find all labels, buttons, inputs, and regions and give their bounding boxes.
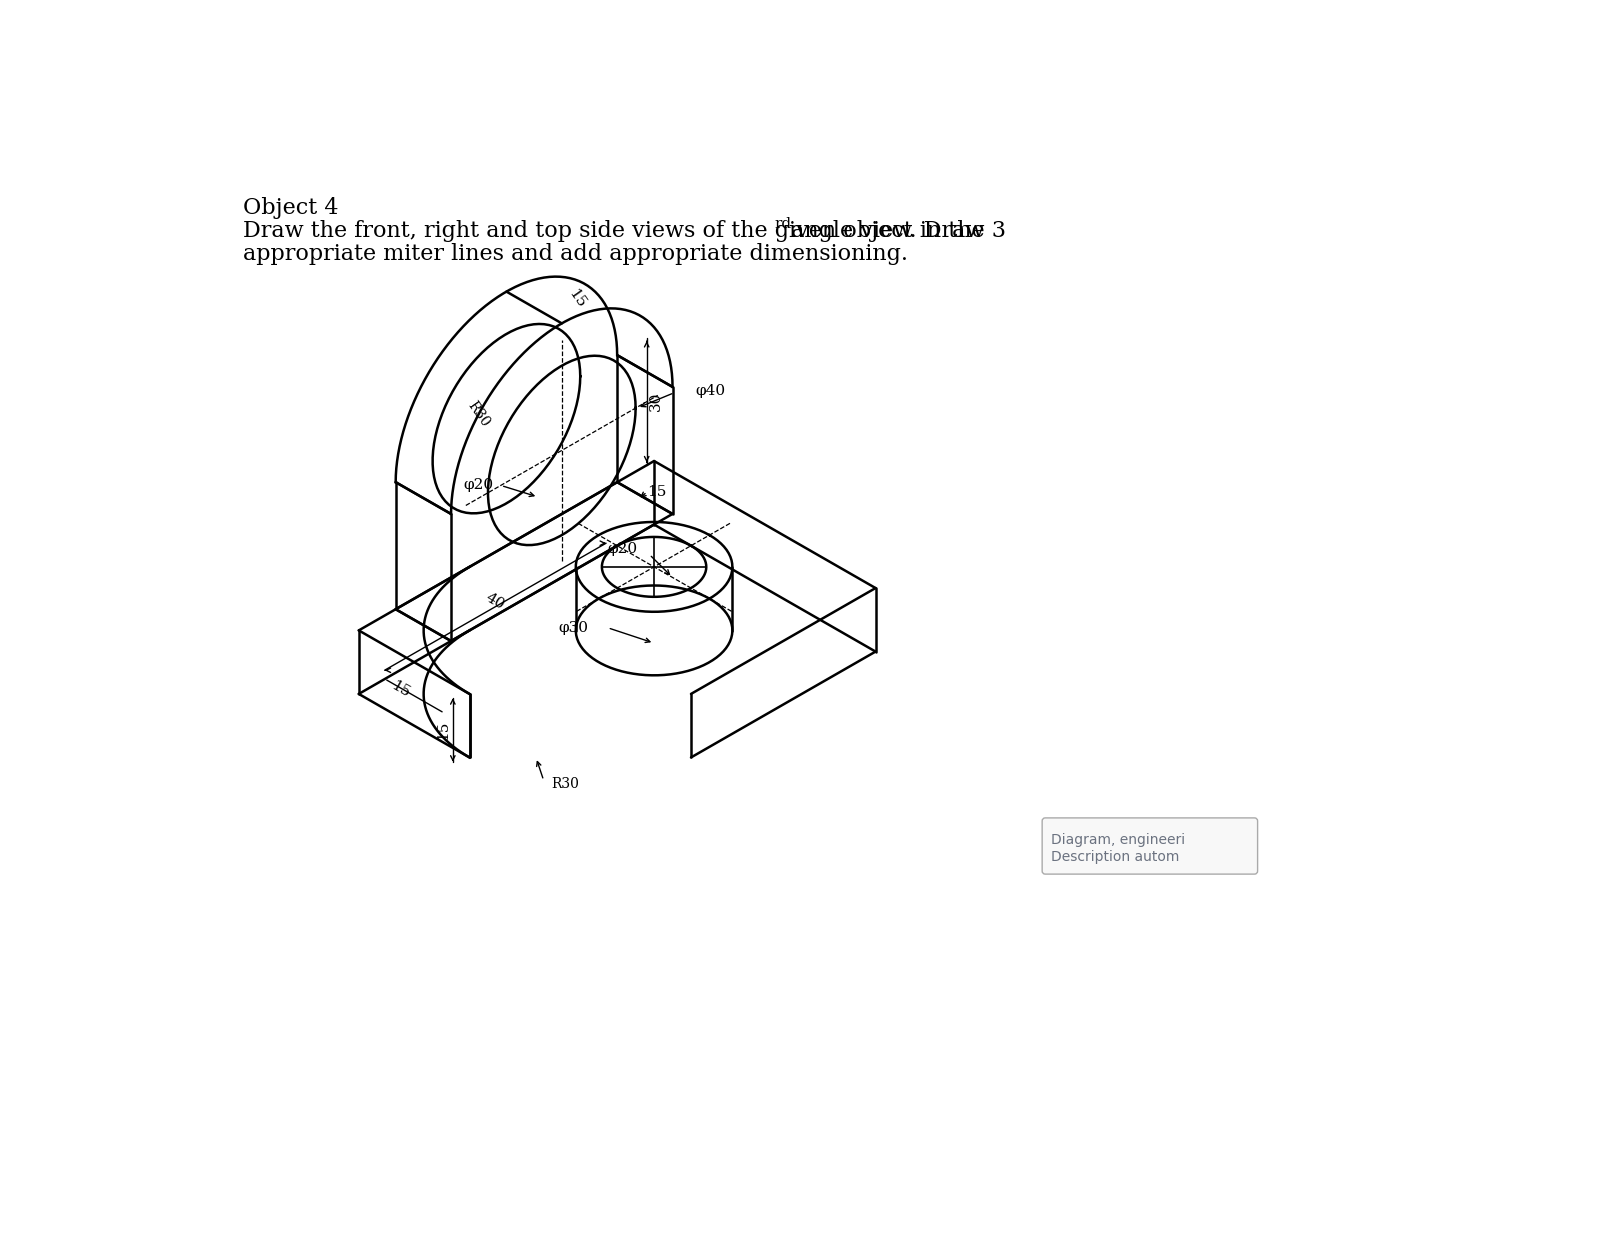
Text: Object 4: Object 4: [244, 198, 338, 219]
Text: Description autom: Description autom: [1051, 850, 1179, 864]
Text: 30: 30: [650, 392, 662, 412]
Text: 15: 15: [436, 720, 449, 739]
Text: Diagram, engineeri: Diagram, engineeri: [1051, 832, 1185, 846]
Text: φ40: φ40: [695, 384, 725, 398]
Text: appropriate miter lines and add appropriate dimensioning.: appropriate miter lines and add appropri…: [244, 243, 908, 266]
Text: φ30: φ30: [558, 621, 589, 635]
Text: φ20: φ20: [464, 478, 492, 492]
Text: R30: R30: [464, 398, 492, 429]
Text: rd: rd: [775, 217, 792, 230]
Text: φ20: φ20: [608, 541, 638, 556]
Text: 15: 15: [566, 287, 589, 311]
Text: R30: R30: [552, 777, 579, 792]
Text: 15: 15: [648, 485, 667, 499]
Text: angle view. Draw: angle view. Draw: [784, 220, 985, 243]
FancyBboxPatch shape: [1043, 818, 1258, 874]
Text: 15: 15: [388, 679, 412, 700]
Text: 40: 40: [483, 590, 507, 612]
Text: Draw the front, right and top side views of the given object in the 3: Draw the front, right and top side views…: [244, 220, 1006, 243]
